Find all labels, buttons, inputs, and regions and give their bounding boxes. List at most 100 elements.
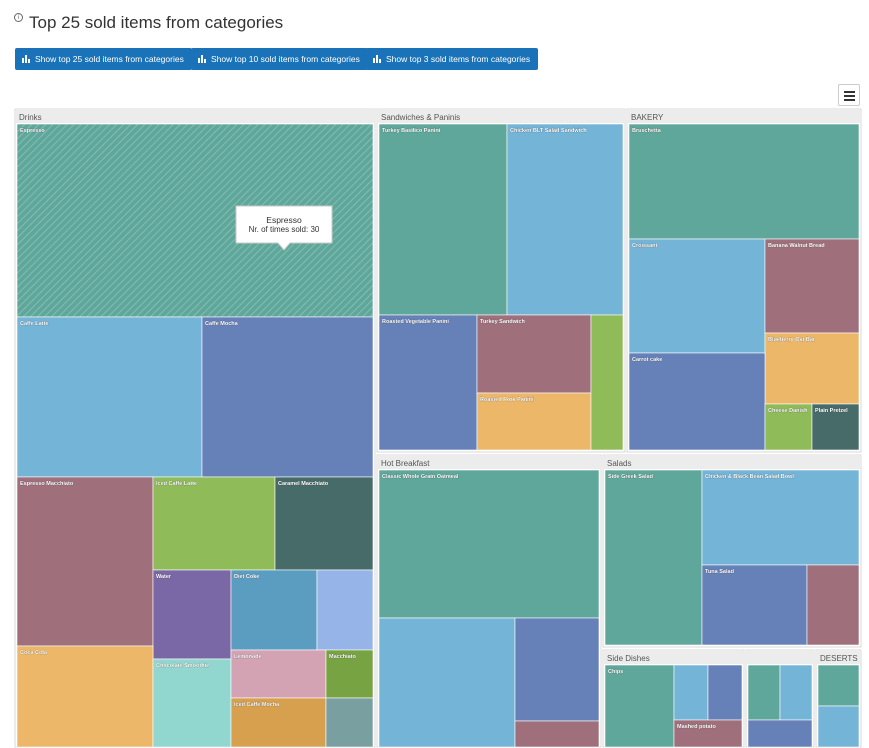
treemap-tile-chicken-black-bean-salad-bowl[interactable]: Chicken & Black Bean Salad Bowl [701,469,860,566]
treemap-tile-chicken-blt-salad-sandwich[interactable]: Chicken BLT Salad Sandwich [506,123,624,316]
treemap-tile[interactable] [747,719,813,748]
treemap-tile-rect [514,617,600,722]
category-label: Hot Breakfast [381,459,430,468]
treemap-tile-diet-coke[interactable]: Diet Coke [230,569,318,651]
treemap-tile-rect [764,238,860,334]
treemap-tile[interactable] [325,697,374,748]
treemap-tile-mashed-potato[interactable]: Mashed potato [673,719,743,748]
treemap-tile-rect [817,664,860,707]
treemap-tile-label: Caramel Macchiato [278,481,329,487]
treemap-tile-espresso-macchiato[interactable]: Espresso Macchiato [16,476,154,647]
treemap-tile-rect [747,664,781,721]
treemap-tile-chips[interactable]: Chips [604,664,675,748]
treemap-tile-iced-caffe-latte[interactable]: Iced Caffe Latte [152,476,276,571]
treemap-tile-caffe-latte[interactable]: Caffe Latte [16,316,203,478]
bar-chart-icon [198,55,206,63]
tooltip-box [235,205,333,251]
hamburger-menu-icon [844,95,855,97]
treemap-tile-macchiato[interactable]: Macchiato [325,649,374,699]
treemap-tile-label: Classic Whole Grain Oatmeal [382,474,459,480]
treemap-tile-rect [604,664,675,748]
treemap-tile-rect [817,705,860,748]
treemap-tile-croissant[interactable]: Croissant [628,238,766,354]
treemap-tile[interactable] [747,664,781,721]
treemap-tile-bruschetta[interactable]: Bruschetta [628,123,860,240]
treemap-tile-rect [764,403,813,451]
treemap-tile-blueberry-oat-bar[interactable]: Blueberry Oat Bar [764,332,860,405]
show-top-3-button[interactable]: Show top 3 sold items from categories [366,48,539,70]
treemap-tile-rect [325,697,374,748]
treemap-tile-chocolate-smoothie[interactable]: Chocolate Smoothie [152,658,232,748]
treemap-tile-caramel-macchiato[interactable]: Caramel Macchiato [274,476,374,571]
treemap-tile-label: Chicken BLT Salad Sandwich [510,128,587,134]
treemap-tile-rect [152,569,232,660]
treemap-tile-label: Iced Caffe Mocha [234,702,280,708]
treemap-tile-side-greek-salad[interactable]: Side Greek Salad [604,469,703,646]
chart-menu-button[interactable] [838,84,860,106]
treemap-tile[interactable] [590,314,624,451]
hamburger-menu-icon [844,91,855,93]
treemap-tile-rect [16,316,203,478]
tooltip: Espresso Nr. of times sold: 30 [235,205,333,251]
show-top-25-button[interactable]: Show top 25 sold items from categories [15,48,192,70]
treemap-tile[interactable] [817,705,860,748]
treemap-tile[interactable] [514,720,600,748]
category-header [16,110,374,123]
treemap-tile-roasted-pork-panini[interactable]: Roasted Pork Panini [476,392,592,451]
treemap-tile-rect [707,664,743,721]
treemap-tile[interactable] [779,664,813,721]
treemap-tile-label: Coca Cola [20,650,48,656]
treemap-tile-label: Chips [608,669,623,675]
treemap-tile-label: Cheese Danish [768,408,808,414]
treemap-tile-iced-caffe-mocha[interactable]: Iced Caffe Mocha [230,697,327,748]
treemap-tile[interactable] [806,564,860,646]
treemap-tile-rect [673,664,709,721]
treemap-tile-caffe-mocha[interactable]: Caffe Mocha [201,316,374,478]
treemap-tile-rect [701,564,808,646]
treemap-tile-rect [514,720,600,748]
info-icon[interactable]: i [14,13,23,22]
treemap-tile-roasted-vegetable-panini[interactable]: Roasted Vegetable Panini [378,314,478,451]
bar-chart-icon [373,55,381,63]
treemap-tile-turkey-sandwich[interactable]: Turkey Sandwich [476,314,592,394]
treemap-tile-label: Side Greek Salad [608,474,653,480]
treemap-tile-tuna-salad[interactable]: Tuna Salad [701,564,808,646]
treemap-tile-plain-pretzel[interactable]: Plain Pretzel [811,403,860,451]
treemap-tile-rect [779,664,813,721]
tooltip-title: Espresso [266,215,302,225]
treemap-tile-rect [811,403,860,451]
treemap-tile-rect [628,238,766,354]
treemap-tile-rect [764,332,860,405]
treemap-tile-classic-whole-grain-oatmeal[interactable]: Classic Whole Grain Oatmeal [378,469,600,619]
treemap-tile-coca-cola[interactable]: Coca Cola [16,645,154,748]
treemap-tile-rect [230,569,318,651]
show-top-10-button[interactable]: Show top 10 sold items from categories [191,48,368,70]
treemap-tile-water[interactable]: Water [152,569,232,660]
treemap-tile-rect [316,569,374,651]
treemap-tile-label: Mashed potato [677,724,716,730]
treemap-tile-label: Water [156,574,172,580]
treemap-tile[interactable] [378,617,516,748]
treemap-tile-banana-walnut-bread[interactable]: Banana Walnut Bread [764,238,860,334]
category-label: DESERTS [820,654,858,663]
category-header [628,110,860,123]
treemap-tile[interactable] [514,617,600,722]
treemap-tile-carrot-cake[interactable]: Carrot cake [628,352,766,451]
treemap-tile-rect [16,645,154,748]
treemap-tile-cheese-danish[interactable]: Cheese Danish [764,403,813,451]
treemap-tile[interactable] [673,664,709,721]
treemap-tile[interactable] [316,569,374,651]
treemap-tile-label: Caffe Latte [20,321,48,327]
treemap-tile-turkey-basilico-panini[interactable]: Turkey Basilico Panini [378,123,508,316]
treemap-tile[interactable] [707,664,743,721]
treemap-tile-rect [476,314,592,394]
treemap-tile-lemonade[interactable]: Lemonade [230,649,327,699]
treemap-tile-rect [378,469,600,619]
treemap-tile-label: Espresso [20,128,45,134]
show-top-25-label: Show top 25 sold items from categories [35,54,184,64]
treemap-tile-label: Carrot cake [632,357,662,363]
treemap-tile-rect [16,476,154,647]
treemap-tile[interactable] [817,664,860,707]
treemap-tile-label: Blueberry Oat Bar [768,337,816,343]
